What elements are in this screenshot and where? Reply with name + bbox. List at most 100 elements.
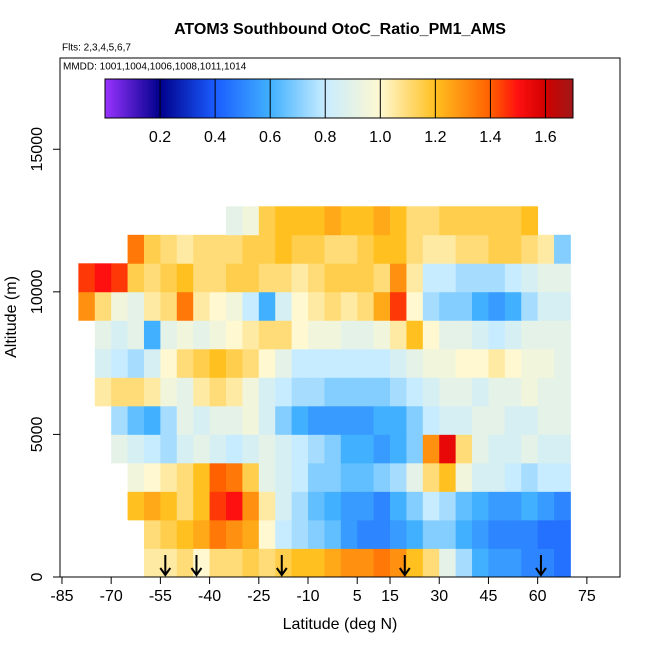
heatmap-cell [373, 234, 391, 264]
heatmap-cell [488, 491, 506, 521]
heatmap-cell [324, 320, 342, 350]
heatmap-cell [225, 291, 243, 321]
heatmap-cell [308, 377, 325, 407]
x-tick-label: -55 [149, 588, 172, 605]
heatmap-cell [193, 405, 210, 435]
heatmap-cell [357, 206, 375, 236]
heatmap-cell [390, 320, 407, 350]
heatmap-cell [193, 434, 210, 464]
chart-title: ATOM3 Southbound OtoC_Ratio_PM1_AMS [174, 21, 506, 38]
heatmap-cell [488, 548, 506, 578]
heatmap-cell [225, 519, 243, 549]
x-tick-label: 45 [480, 588, 498, 605]
heatmap-cell [390, 263, 407, 293]
heatmap-cell [357, 320, 375, 350]
heatmap-cell [143, 377, 161, 407]
heatmap-cell [160, 377, 178, 407]
x-tick-label: -25 [247, 588, 270, 605]
heatmap-cell [258, 291, 276, 321]
heatmap-cell [143, 348, 161, 378]
heatmap-cell [521, 348, 539, 378]
heatmap-cell [94, 377, 112, 407]
heatmap-cell [209, 320, 227, 350]
heatmap-cell [422, 548, 440, 578]
heatmap-cell [373, 291, 391, 321]
heatmap-cell [160, 263, 178, 293]
heatmap-cell [340, 548, 358, 578]
colorbar-tick-label: 1.6 [534, 129, 556, 146]
heatmap-cell [193, 263, 210, 293]
heatmap-cell [455, 548, 473, 578]
heatmap-cell [127, 491, 145, 521]
x-tick-label: -85 [50, 588, 73, 605]
heatmap-cell [275, 206, 293, 236]
y-axis-label: Altitude (m) [3, 276, 20, 358]
heatmap-cell [308, 434, 325, 464]
heatmap-cell [275, 491, 293, 521]
heatmap-cell [209, 491, 227, 521]
heatmap-cell [275, 377, 293, 407]
heatmap-cell [225, 491, 243, 521]
heatmap-cell [521, 234, 539, 264]
heatmap-cell [340, 263, 358, 293]
flight-arrow [159, 555, 172, 577]
heatmap-cell [406, 234, 424, 264]
heatmap-cell [422, 348, 440, 378]
heatmap-cell [406, 377, 424, 407]
heatmap-cell [406, 206, 424, 236]
heatmap-cell [324, 519, 342, 549]
x-tick-label: 75 [578, 588, 596, 605]
heatmap-cell [373, 462, 391, 492]
heatmap-cell [472, 291, 489, 321]
x-tick-label: 15 [381, 588, 399, 605]
heatmap-cell [340, 462, 358, 492]
heatmap-cell [521, 462, 539, 492]
heatmap-cell [406, 519, 424, 549]
heatmap-cell [422, 234, 440, 264]
heatmap-cell [439, 405, 457, 435]
heatmap-cell [209, 462, 227, 492]
heatmap-cell [554, 548, 571, 578]
colorbar-tick-label: 1.2 [424, 129, 446, 146]
heatmap-cell [291, 434, 309, 464]
heatmap-cell [324, 291, 342, 321]
heatmap-cell [472, 519, 489, 549]
heatmap-cell [488, 348, 506, 378]
heatmap-cell [455, 206, 473, 236]
x-tick-label: -40 [198, 588, 221, 605]
heatmap-cell [472, 491, 489, 521]
heatmap-cell [291, 348, 309, 378]
heatmap-cell [324, 405, 342, 435]
heatmap-cell [176, 491, 194, 521]
heatmap-cell [291, 462, 309, 492]
heatmap-cell [291, 519, 309, 549]
heatmap-cell [111, 434, 128, 464]
heatmap-cell [406, 320, 424, 350]
heatmap-cell [357, 405, 375, 435]
heatmap-cell [242, 320, 260, 350]
heatmap-cell [308, 548, 325, 578]
heatmap-cell [258, 548, 276, 578]
heatmap-cell [176, 263, 194, 293]
heatmap-cell [357, 234, 375, 264]
heatmap-cell [521, 405, 539, 435]
heatmap-cell [504, 548, 522, 578]
heatmap-cell [275, 234, 293, 264]
heatmap-cell [111, 320, 128, 350]
heatmap-cell [258, 320, 276, 350]
heatmap-cell [340, 320, 358, 350]
colorbar-tick-label: 1.0 [369, 129, 391, 146]
heatmap-cell [406, 291, 424, 321]
heatmap-cell [258, 519, 276, 549]
heatmap-cell [308, 491, 325, 521]
heatmap-cell [406, 548, 424, 578]
heatmap-cell [127, 405, 145, 435]
heatmap-cell [143, 234, 161, 264]
heatmap-cell [291, 234, 309, 264]
heatmap-cell [258, 348, 276, 378]
heatmap-cell [143, 263, 161, 293]
heatmap-cell [225, 320, 243, 350]
heatmap-cell [193, 462, 210, 492]
heatmap-cell [504, 434, 522, 464]
